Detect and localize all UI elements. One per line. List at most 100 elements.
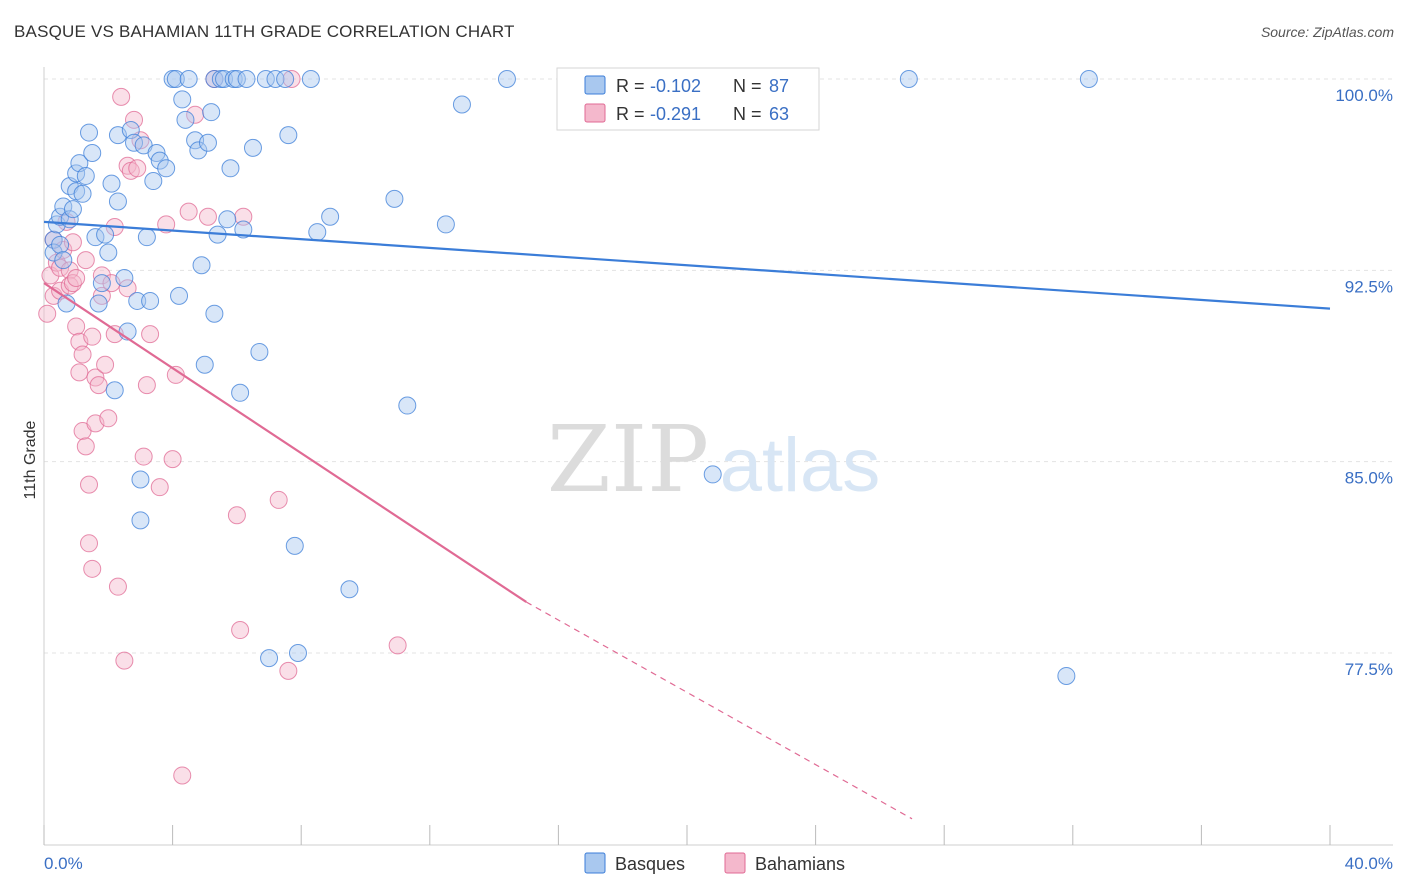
basques-point	[83, 143, 102, 162]
basques-point	[1057, 666, 1076, 685]
basques-point	[92, 274, 111, 293]
bahamians-point	[173, 766, 192, 785]
basques-point	[173, 90, 192, 109]
series-legend-label-basques: Basques	[615, 854, 685, 874]
basques-point	[385, 189, 404, 208]
basques-point	[237, 70, 256, 88]
bahamians-point	[388, 636, 407, 655]
basques-point	[137, 228, 156, 247]
bahamians-point	[282, 70, 301, 88]
basques-point	[51, 235, 70, 254]
y-tick-label: 85.0%	[1345, 469, 1393, 488]
basques-points	[44, 70, 1098, 685]
basques-point	[260, 649, 279, 668]
basques-point	[250, 342, 269, 361]
basques-point	[195, 355, 214, 374]
basques-point	[288, 644, 307, 662]
bahamians-point	[108, 577, 127, 596]
bahamians-point	[118, 279, 137, 298]
bahamians-point	[141, 325, 160, 344]
bahamians-point	[231, 621, 250, 640]
watermark-atlas: atlas	[720, 423, 881, 508]
zipatlas-watermark: ZIP atlas	[547, 406, 880, 513]
basques-point	[703, 465, 722, 484]
basques-point	[80, 123, 99, 142]
legend-swatch-basques	[584, 75, 606, 95]
basques-point	[141, 291, 160, 310]
basques-point	[179, 70, 198, 88]
basques-point	[285, 536, 304, 555]
legend-n-label-bahamians: N =	[733, 104, 767, 124]
axes	[43, 67, 1393, 846]
basques-point	[176, 110, 195, 129]
bahamians-trend-line	[43, 282, 527, 603]
y-tick-label: 92.5%	[1345, 277, 1393, 296]
bahamians-point	[76, 437, 95, 456]
bahamians-point	[198, 207, 217, 226]
x-tick-label-min: 0.0%	[44, 854, 83, 873]
series-legend-swatch-bahamians	[724, 852, 746, 874]
bahamians-point	[80, 475, 99, 494]
stats-legend: R = -0.102 N = 87 R = -0.291 N = 63	[556, 67, 820, 131]
basques-trend-line	[43, 220, 1331, 310]
basques-point	[256, 70, 275, 88]
basques-point	[54, 251, 73, 270]
basques-point	[227, 70, 246, 88]
basques-point	[1079, 70, 1098, 88]
bahamians-point	[279, 661, 298, 680]
bahamians-point	[83, 559, 102, 578]
basques-point	[398, 396, 417, 415]
basques-point	[231, 383, 250, 402]
bahamians-point	[150, 478, 169, 497]
bahamians-point	[137, 376, 156, 395]
basques-point	[102, 174, 121, 193]
bahamians-point	[186, 105, 205, 124]
basques-point	[899, 70, 918, 88]
bahamians-point	[234, 207, 253, 226]
basques-point	[205, 70, 224, 88]
bahamians-point	[134, 447, 153, 466]
bahamians-point	[89, 376, 108, 395]
bahamians-point	[227, 506, 246, 525]
basques-point	[279, 126, 298, 145]
legend-swatch-bahamians	[584, 103, 606, 123]
basques-point	[202, 103, 221, 122]
legend-r-value-bahamians: -0.291	[650, 104, 701, 124]
basques-point	[234, 220, 253, 239]
basques-point	[266, 70, 285, 88]
basques-point	[150, 151, 169, 170]
basques-point	[166, 70, 185, 88]
basques-point	[96, 225, 115, 244]
legend-n-value-bahamians: 63	[769, 104, 789, 124]
legend-r-value-basques: -0.102	[650, 76, 701, 96]
y-tick-label: 100.0%	[1335, 86, 1393, 105]
basques-point	[452, 95, 471, 114]
bahamians-point	[115, 651, 134, 670]
legend-n-value-basques: 87	[769, 76, 789, 96]
basques-point	[131, 470, 150, 489]
bahamians-point	[112, 87, 131, 106]
bahamians-trend-extension	[525, 601, 913, 820]
basques-point	[301, 70, 320, 88]
source-credit: Source: ZipAtlas.com	[1260, 24, 1394, 40]
basques-point	[218, 210, 237, 229]
basques-point	[340, 580, 359, 599]
basques-point	[243, 138, 262, 157]
bahamians-point	[99, 409, 118, 428]
bahamians-point	[92, 266, 111, 285]
basques-point	[128, 291, 147, 310]
basques-point	[44, 243, 63, 262]
bahamians-point	[179, 202, 198, 221]
legend-n-label-basques: N =	[733, 76, 767, 96]
bahamians-point	[269, 490, 288, 509]
bahamians-point	[73, 345, 92, 364]
basques-point	[221, 159, 240, 178]
chart-title: BASQUE VS BAHAMIAN 11TH GRADE CORRELATIO…	[14, 22, 515, 41]
series-legend-swatch-basques	[584, 852, 606, 874]
watermark-zip: ZIP	[547, 406, 709, 513]
bahamians-point	[128, 159, 147, 178]
basques-point	[115, 268, 134, 287]
bahamians-point	[67, 268, 86, 287]
basques-point	[170, 286, 189, 305]
basques-point	[73, 184, 92, 203]
